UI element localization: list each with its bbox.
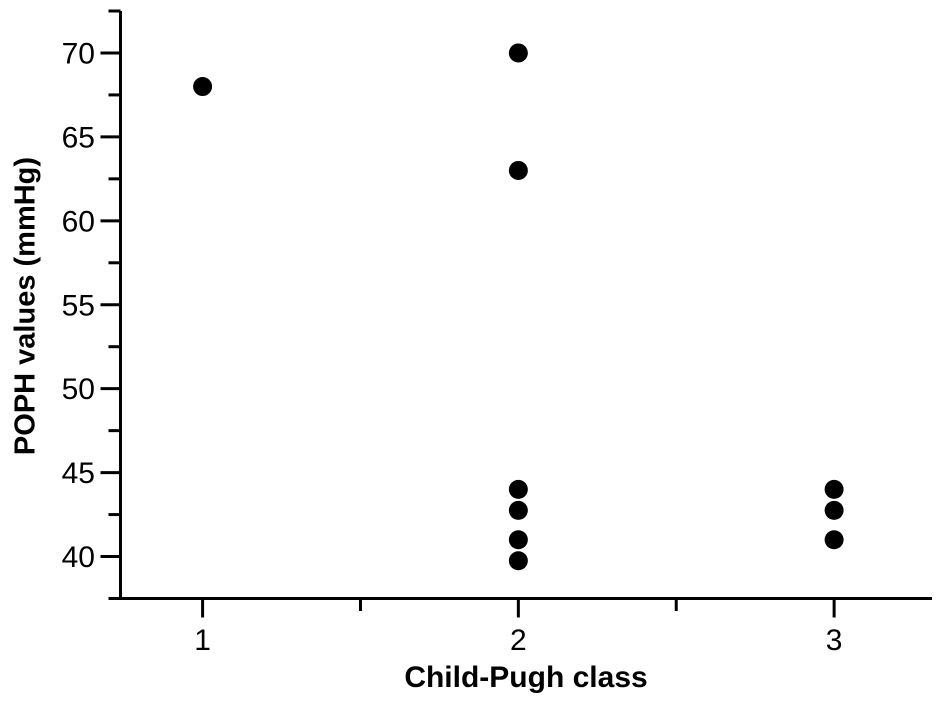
x-tick-label: 1	[194, 624, 211, 657]
data-point	[508, 551, 528, 571]
y-tick-label: 60	[62, 205, 95, 238]
y-tick-label: 65	[62, 121, 95, 154]
data-point	[824, 479, 844, 499]
data-point	[193, 77, 213, 97]
x-tick-label: 3	[826, 624, 843, 657]
data-point	[508, 500, 528, 520]
y-tick-label: 40	[62, 541, 95, 574]
y-axis-title: POPH values (mmHg)	[9, 156, 42, 456]
y-tick-label: 45	[62, 457, 95, 490]
y-tick-label: 70	[62, 37, 95, 70]
data-point	[508, 479, 528, 499]
x-axis-title: Child-Pugh class	[404, 661, 648, 694]
data-point	[508, 43, 528, 63]
data-point	[508, 160, 528, 180]
data-point	[824, 500, 844, 520]
data-point	[824, 530, 844, 550]
x-tick-label: 2	[510, 624, 527, 657]
y-tick-label: 55	[62, 289, 95, 322]
y-tick-label: 50	[62, 373, 95, 406]
data-point	[508, 530, 528, 550]
